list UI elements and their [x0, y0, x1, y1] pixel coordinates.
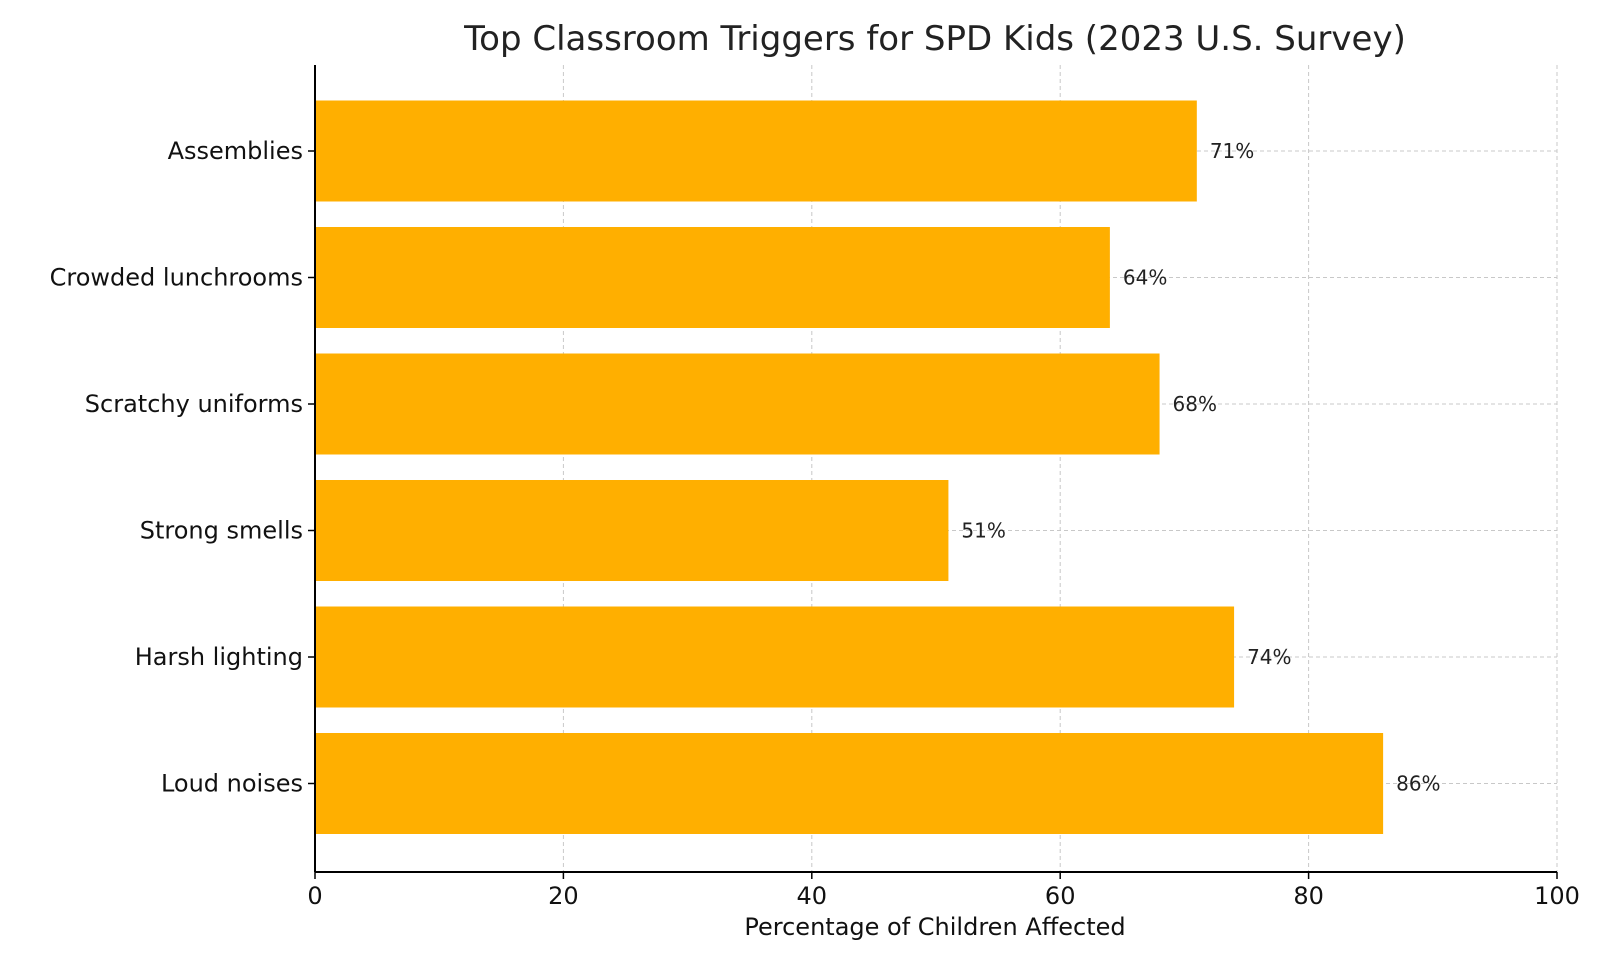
- x-tick-label: 80: [1293, 882, 1324, 910]
- chart-title: Top Classroom Triggers for SPD Kids (202…: [463, 19, 1406, 59]
- bar: [315, 606, 1235, 708]
- x-axis-ticks: 0 20 40 60 80 100: [307, 872, 1580, 910]
- x-tick-label: 0: [307, 882, 322, 910]
- axes: [314, 65, 1557, 873]
- data-label: 51%: [961, 519, 1005, 543]
- data-label: 71%: [1210, 139, 1254, 163]
- data-label: 74%: [1247, 645, 1291, 669]
- bar: [315, 227, 1110, 328]
- x-tick-label: 40: [797, 882, 828, 910]
- x-tick-label: 100: [1534, 882, 1580, 910]
- x-tick-label: 60: [1045, 882, 1076, 910]
- data-label: 68%: [1173, 392, 1217, 416]
- bar: [315, 733, 1384, 834]
- x-tick-label: 20: [548, 882, 579, 910]
- bar: [315, 100, 1197, 202]
- y-axis-category-labels: Assemblies Crowded lunchrooms Scratchy uni…: [50, 137, 315, 798]
- category-label: Scratchy uniforms: [85, 390, 303, 418]
- data-label: 64%: [1123, 266, 1167, 290]
- category-label: Harsh lighting: [135, 643, 303, 671]
- bar: [315, 353, 1160, 455]
- bar: [315, 480, 949, 581]
- category-label: Strong smells: [140, 517, 303, 545]
- category-label: Loud noises: [161, 770, 303, 798]
- category-label: Crowded lunchrooms: [50, 264, 303, 292]
- data-label: 86%: [1396, 772, 1440, 796]
- category-label: Assemblies: [168, 137, 303, 165]
- x-axis-label: Percentage of Children Affected: [744, 913, 1125, 941]
- data-labels: 71% 64% 68% 51% 74% 86%: [961, 139, 1440, 796]
- bars: [315, 100, 1384, 834]
